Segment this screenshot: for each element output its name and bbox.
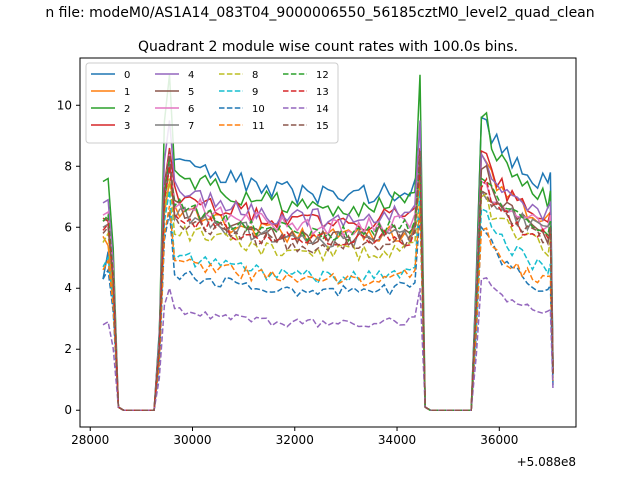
legend-label-8: 8 (252, 70, 258, 81)
y-tick-label: 0 (64, 403, 72, 417)
x-tick-label: 28000 (71, 433, 109, 447)
chart-title: Quadrant 2 module wise count rates with … (138, 39, 518, 55)
y-tick-label: 2 (64, 342, 72, 356)
series-line-0 (102, 116, 554, 411)
legend-label-5: 5 (188, 87, 194, 98)
series-line-11 (102, 205, 554, 411)
plot-lines (102, 74, 554, 411)
y-tick-label: 4 (64, 281, 72, 295)
legend-label-12: 12 (316, 70, 329, 81)
series-line-14 (102, 276, 554, 411)
legend-label-3: 3 (124, 121, 130, 132)
series-line-8 (102, 178, 554, 411)
y-tick-label: 6 (64, 220, 72, 234)
legend-label-7: 7 (188, 121, 194, 132)
series-line-15 (102, 150, 554, 411)
legend-label-1: 1 (124, 87, 130, 98)
series-line-4 (102, 120, 554, 411)
legend-label-2: 2 (124, 104, 130, 115)
y-tick-label: 10 (57, 98, 72, 112)
axes-frame (79, 57, 577, 428)
series-line-6 (102, 153, 554, 411)
legend-label-4: 4 (188, 70, 194, 81)
series-line-12 (102, 156, 554, 411)
legend-label-9: 9 (252, 87, 258, 98)
series-line-10 (102, 211, 554, 411)
series-line-2 (102, 74, 554, 411)
y-axis: 0 2 4 6 8 10 (57, 98, 80, 417)
x-tick-label: 32000 (276, 433, 314, 447)
x-tick-label: 34000 (378, 433, 416, 447)
x-offset-text: +5.088e8 (517, 455, 576, 469)
legend-label-6: 6 (188, 104, 194, 115)
legend-label-13: 13 (316, 87, 329, 98)
legend-label-15: 15 (316, 121, 329, 132)
figure-suptitle: n file: modeM0/AS1A14_083T04_9000006550_… (45, 5, 594, 21)
series-line-9 (102, 190, 554, 411)
legend-label-11: 11 (252, 121, 265, 132)
x-axis: 28000 30000 32000 34000 36000 (71, 427, 518, 447)
series-line-7 (102, 160, 554, 411)
legend-box (85, 62, 339, 144)
x-tick-label: 30000 (173, 433, 211, 447)
y-tick-label: 8 (64, 159, 72, 173)
legend-label-14: 14 (316, 104, 329, 115)
x-tick-label: 36000 (480, 433, 518, 447)
legend-label-10: 10 (252, 104, 265, 115)
legend-label-0: 0 (124, 70, 130, 81)
